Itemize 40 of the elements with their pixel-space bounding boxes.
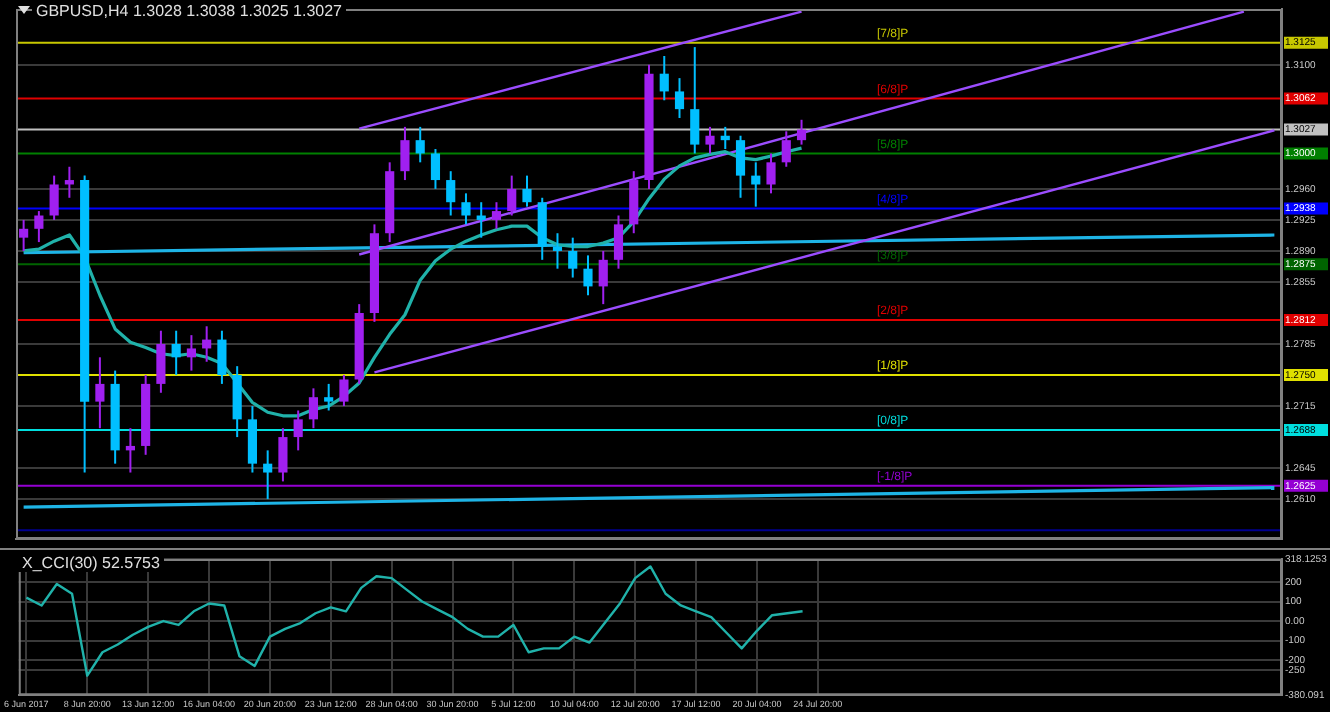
candlestick [613,214,624,270]
candlestick [95,356,105,430]
candlestick [19,218,29,252]
candlestick [674,77,685,120]
candlestick [568,236,578,279]
candlestick [629,170,639,235]
chart-title: X_CCI(30) 52.5753 [18,554,164,572]
candlestick [705,125,715,155]
candlestick [507,174,517,217]
candlestick [263,449,273,501]
chart-title: GBPUSD,H4 1.3028 1.3038 1.3025 1.3027 [32,2,346,20]
candlestick [446,170,456,217]
candlestick [796,118,807,146]
candlestick [522,174,532,208]
candlestick [49,174,59,221]
candlestick [339,374,349,408]
candlestick [293,409,303,452]
candlestick [400,125,410,182]
candlestick [461,192,471,226]
candlestick [171,329,181,377]
candlestick [735,134,746,199]
candlestick [491,201,502,230]
candlestick [583,254,593,297]
candlestick [34,210,44,244]
candlestick [659,54,669,102]
candlestick [217,329,227,385]
candlestick [537,196,547,261]
candlestick [598,249,608,306]
candlestick [247,405,257,474]
candlestick [308,387,319,430]
candlestick [781,130,791,168]
candlestick [690,46,700,155]
candlestick [278,427,288,483]
candlestick [430,148,441,190]
candlestick [766,152,776,195]
candlestick [324,382,334,412]
candlestick [186,334,196,372]
candlestick [156,329,166,394]
candlestick [415,125,425,164]
candlestick [232,365,242,439]
